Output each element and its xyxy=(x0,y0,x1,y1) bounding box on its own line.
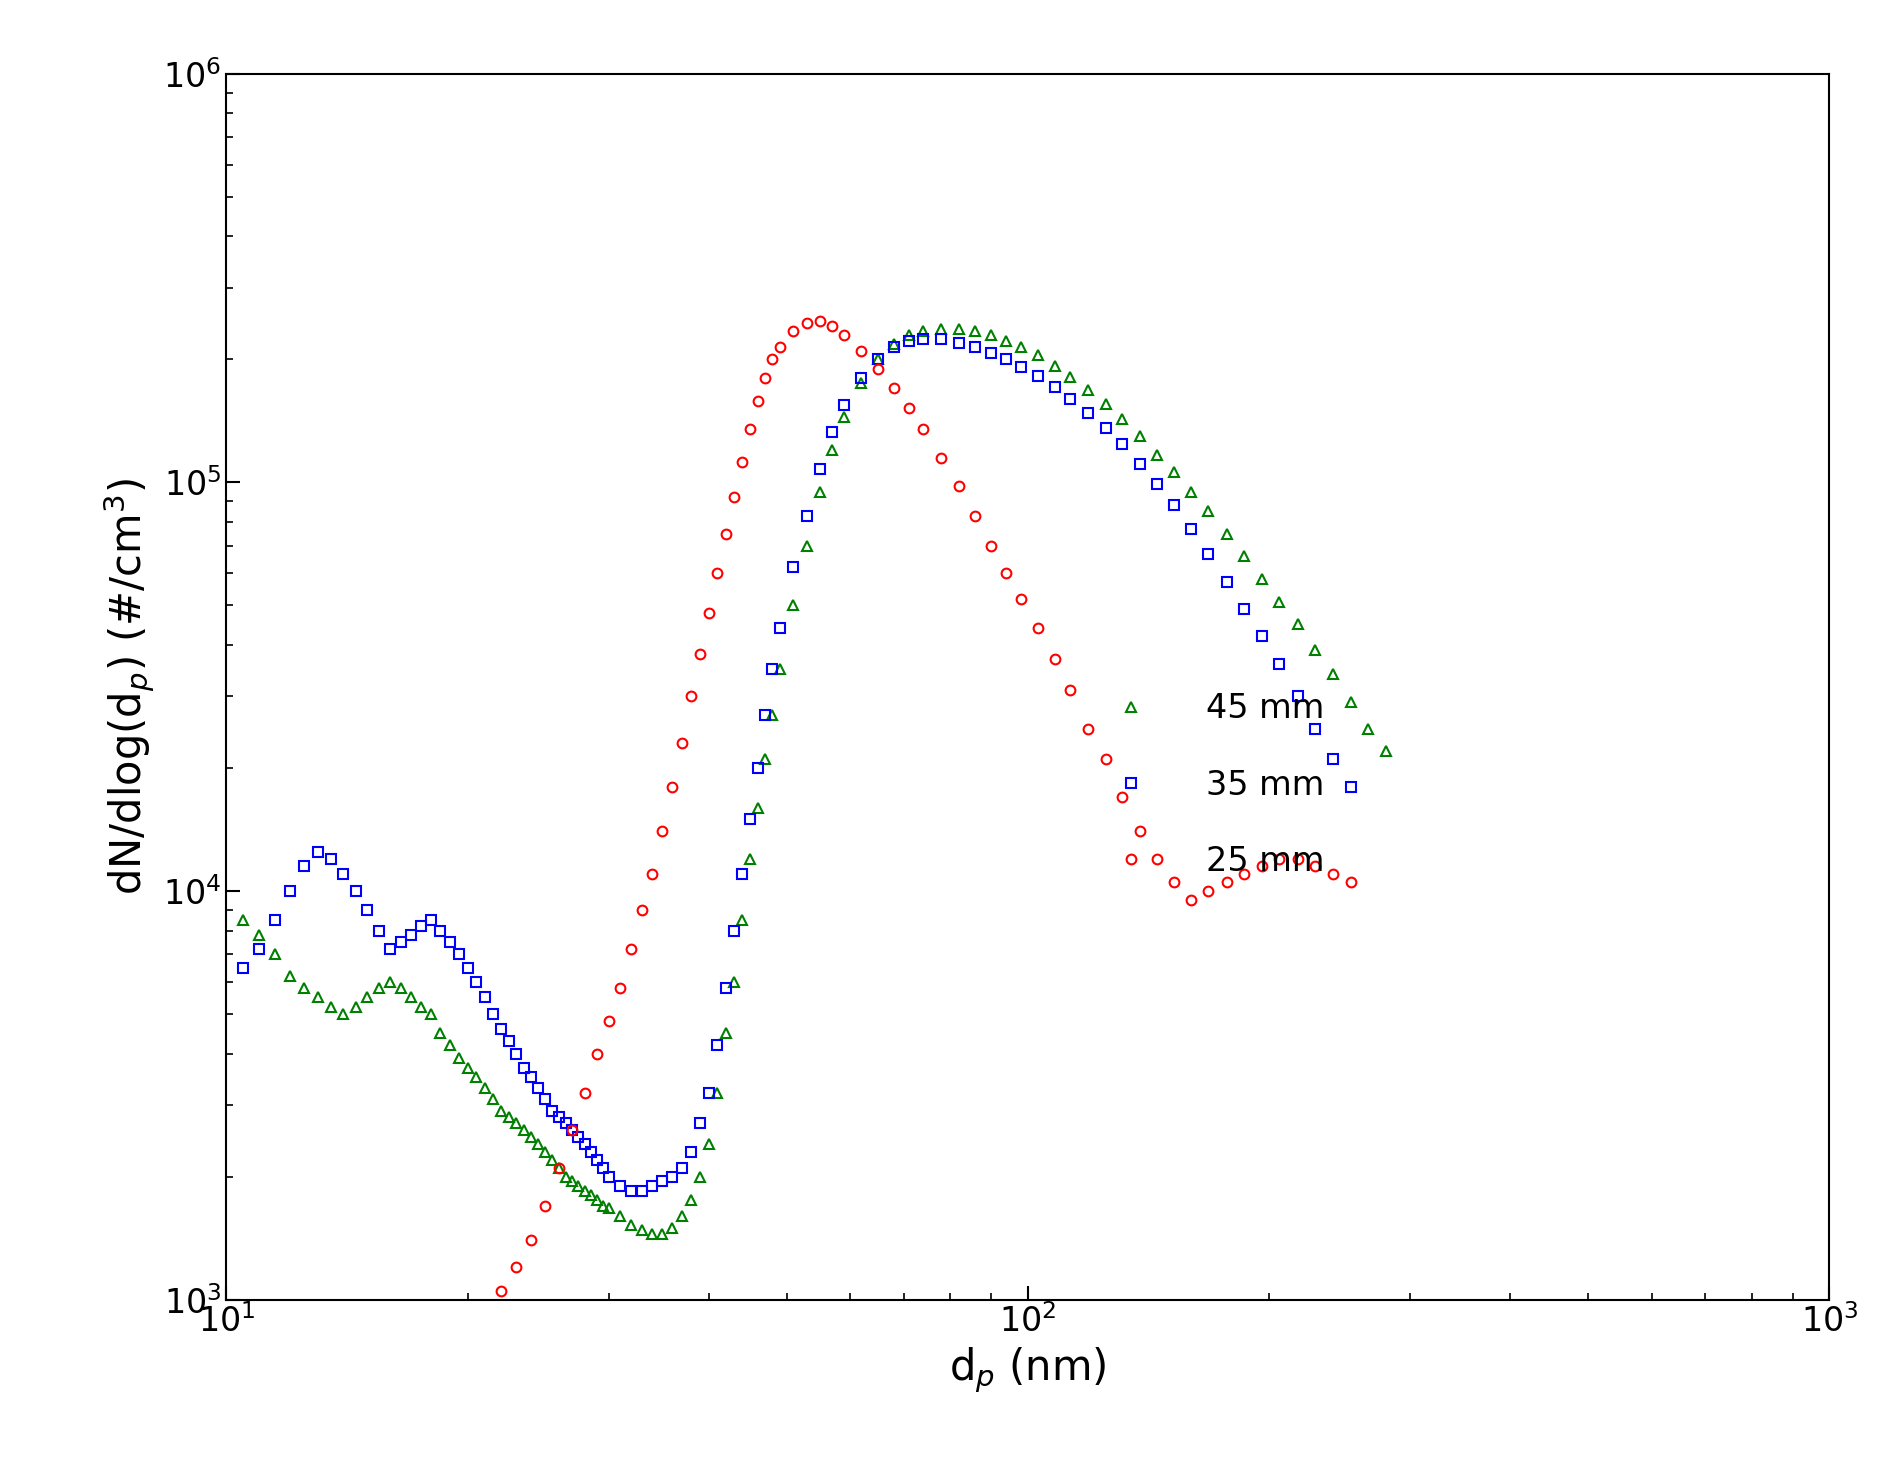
35 mm xyxy=(498,1032,521,1050)
Legend: 45 mm, 35 mm, 25 mm: 45 mm, 35 mm, 25 mm xyxy=(1092,679,1337,891)
25 mm xyxy=(964,507,986,524)
45 mm xyxy=(1267,594,1290,611)
45 mm xyxy=(521,1128,543,1146)
35 mm xyxy=(598,1168,620,1186)
45 mm xyxy=(232,911,255,929)
35 mm xyxy=(620,1182,643,1199)
35 mm xyxy=(430,922,453,939)
45 mm xyxy=(641,1224,664,1242)
35 mm xyxy=(762,660,785,678)
45 mm xyxy=(1375,743,1398,761)
25 mm xyxy=(1339,873,1362,891)
Line: 25 mm: 25 mm xyxy=(479,316,1356,1323)
35 mm xyxy=(981,344,1003,362)
X-axis label: d$_p$ (nm): d$_p$ (nm) xyxy=(949,1346,1107,1394)
35 mm xyxy=(579,1143,602,1161)
45 mm xyxy=(400,988,422,1006)
45 mm xyxy=(930,319,952,337)
Line: 45 mm: 45 mm xyxy=(238,323,1392,1239)
Line: 35 mm: 35 mm xyxy=(238,334,1356,1195)
25 mm xyxy=(820,316,843,334)
35 mm xyxy=(232,959,255,976)
25 mm xyxy=(587,1044,609,1062)
25 mm xyxy=(473,1310,496,1328)
35 mm xyxy=(911,329,934,347)
25 mm xyxy=(883,380,905,397)
25 mm xyxy=(754,369,777,387)
45 mm xyxy=(620,1217,643,1235)
25 mm xyxy=(981,538,1003,555)
45 mm xyxy=(698,1136,720,1154)
25 mm xyxy=(809,313,832,331)
35 mm xyxy=(1339,778,1362,796)
45 mm xyxy=(722,973,745,991)
Y-axis label: dN/dlog(d$_p$) (#/cm$^3$): dN/dlog(d$_p$) (#/cm$^3$) xyxy=(102,479,157,895)
